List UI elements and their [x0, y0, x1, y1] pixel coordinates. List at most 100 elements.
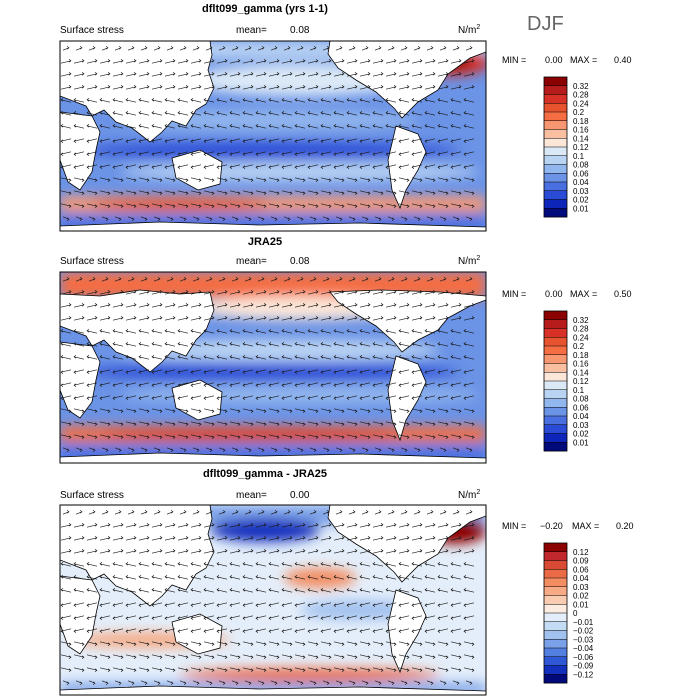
colorbar-swatch	[544, 138, 567, 148]
wind-arrow-head	[216, 603, 220, 607]
wind-arrow	[216, 408, 228, 412]
wind-arrow-head	[380, 409, 384, 413]
wind-arrow-head	[255, 575, 259, 579]
wind-arrow	[242, 615, 254, 619]
wind-arrow-head	[424, 98, 428, 102]
wind-arrow	[437, 537, 449, 541]
wind-arrow	[294, 99, 306, 103]
wind-arrow-head	[406, 290, 410, 294]
wind-arrow-head	[151, 575, 155, 579]
wind-arrow	[372, 421, 384, 425]
wind-arrow-head	[261, 681, 265, 685]
wind-arrow	[138, 602, 150, 606]
wind-arrow	[255, 138, 267, 142]
wind-arrow-head	[237, 85, 241, 89]
wind-arrow	[151, 537, 163, 541]
wind-arrow-head	[203, 629, 207, 633]
wind-arrow	[216, 369, 228, 373]
wind-arrow-head	[315, 178, 319, 182]
wind-arrow	[450, 395, 462, 399]
wind-arrow-head	[302, 409, 306, 413]
wind-arrow-head	[73, 152, 77, 156]
wind-arrow	[411, 190, 423, 194]
wind-arrow-head	[315, 85, 319, 89]
wind-arrow-head	[385, 616, 389, 620]
wind-arrow-head	[159, 435, 163, 439]
wind-arrow-head	[81, 523, 85, 527]
wind-arrow	[333, 99, 345, 103]
wind-arrow	[99, 369, 111, 373]
wind-arrow-head	[346, 616, 350, 620]
wind-arrow	[112, 537, 124, 541]
wind-arrow	[216, 615, 228, 619]
wind-arrow	[242, 291, 254, 295]
wind-arrow-head	[138, 616, 142, 620]
wind-arrow-head	[60, 396, 64, 400]
wind-arrow-head	[133, 72, 137, 76]
colorbar-swatch	[544, 112, 567, 122]
wind-arrow	[463, 112, 475, 116]
colorbar-tick-label: 0.14	[573, 134, 589, 143]
wind-arrow	[203, 589, 215, 593]
wind-arrow	[203, 667, 215, 671]
wind-arrow	[450, 602, 462, 606]
wind-arrow	[60, 395, 72, 399]
wind-arrow	[281, 330, 293, 334]
wind-arrow	[125, 563, 137, 567]
wind-arrow-head	[60, 152, 64, 156]
wind-arrow-head	[367, 642, 371, 646]
wind-arrow	[242, 654, 254, 658]
wind-arrow-head	[281, 575, 285, 579]
wind-arrow	[242, 550, 254, 554]
wind-arrow-head	[107, 290, 111, 294]
wind-arrow-head	[151, 342, 155, 346]
wind-arrow-head	[81, 435, 85, 439]
wind-arrow	[307, 304, 319, 308]
wind-arrow-head	[172, 523, 176, 527]
wind-arrow	[333, 164, 345, 168]
wind-arrow-head	[94, 204, 98, 208]
wind-arrow	[359, 602, 371, 606]
wind-arrow	[307, 190, 319, 194]
wind-arrow	[411, 73, 423, 77]
wind-arrow	[346, 602, 358, 606]
wind-arrow-head	[242, 98, 246, 102]
wind-arrow-head	[437, 562, 441, 566]
wind-arrow-head	[398, 562, 402, 566]
wind-arrow-head	[289, 316, 293, 320]
wind-arrow-head	[432, 435, 436, 439]
wind-arrow	[73, 537, 85, 541]
min-label: MIN =	[502, 55, 526, 65]
wind-arrow	[177, 589, 189, 593]
wind-arrow	[138, 563, 150, 567]
wind-arrow	[411, 112, 423, 116]
wind-arrow	[60, 356, 72, 360]
wind-arrow	[346, 369, 358, 373]
wind-arrow-head	[274, 448, 278, 452]
wind-arrow	[359, 317, 371, 321]
wind-arrow-head	[159, 204, 163, 208]
wind-arrow	[268, 537, 280, 541]
wind-arrow	[255, 421, 267, 425]
wind-arrow	[99, 421, 111, 425]
land-north-america	[327, 41, 486, 119]
wind-arrow	[60, 382, 72, 386]
wind-arrow	[281, 356, 293, 360]
wind-arrow-head	[172, 435, 176, 439]
wind-arrow-head	[315, 204, 319, 208]
wind-arrow-head	[391, 277, 395, 281]
wind-arrow-head	[172, 72, 176, 76]
wind-arrow	[138, 434, 150, 438]
wind-arrow-head	[276, 85, 280, 89]
wind-arrow	[242, 395, 254, 399]
wind-arrow	[333, 395, 345, 399]
wind-arrow-head	[328, 422, 332, 426]
wind-arrow	[177, 434, 189, 438]
wind-arrow-head	[333, 383, 337, 387]
wind-arrow-head	[320, 165, 324, 169]
wind-arrow-head	[471, 435, 475, 439]
wind-arrow	[307, 138, 319, 142]
wind-arrow	[281, 190, 293, 194]
wind-arrow-head	[289, 204, 293, 208]
wind-arrow	[255, 408, 267, 412]
